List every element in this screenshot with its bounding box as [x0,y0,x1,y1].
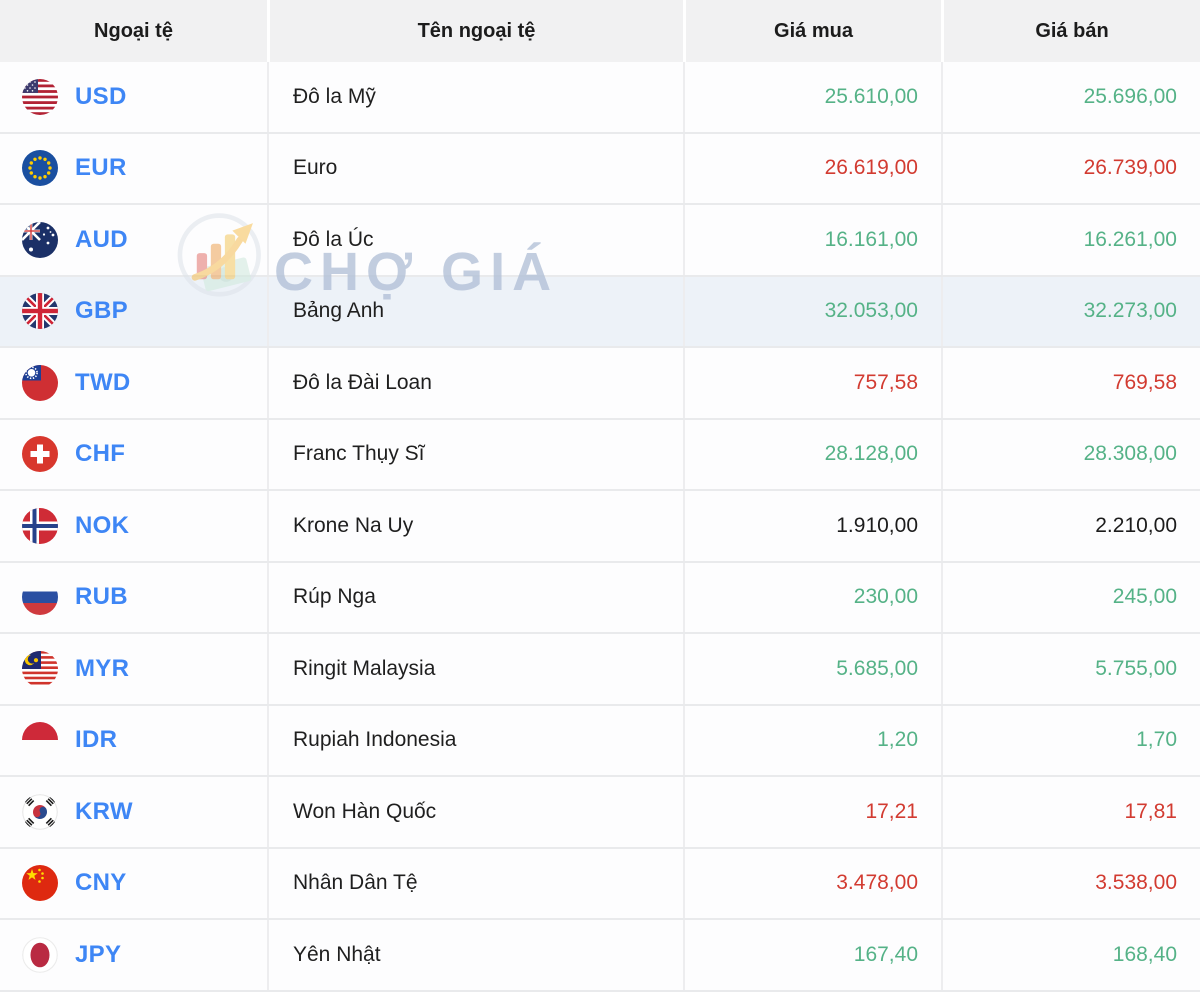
buy-price: 1.910,00 [683,491,941,561]
sell-price: 17,81 [941,777,1200,847]
flag-tw-icon [22,364,58,401]
table-row[interactable]: TWD Đô la Đài Loan 757,58 769,58 [0,348,1200,420]
currency-cell: AUD [0,205,267,275]
table-body: USD Đô la Mỹ 25.610,00 25.696,00 EUR Eur… [0,62,1200,992]
currency-code[interactable]: NOK [75,511,130,539]
buy-price: 32.053,00 [683,276,941,346]
sell-price: 245,00 [941,562,1200,632]
column-header-currency: Ngoại tệ [0,0,267,62]
buy-price: 167,40 [683,920,941,990]
flag-ch-icon [22,436,58,473]
flag-no-icon [22,507,58,544]
currency-cell: IDR [0,706,267,776]
currency-name: Nhân Dân Tệ [267,848,683,918]
table-header: Ngoại tệ Tên ngoại tệ Giá mua Giá bán [0,0,1200,62]
buy-price: 230,00 [683,562,941,632]
flag-ru-icon [22,579,58,616]
currency-cell: EUR [0,134,267,204]
sell-price: 32.273,00 [941,276,1200,346]
currency-name: Đô la Đài Loan [267,348,683,418]
flag-au-icon [22,221,58,258]
currency-code[interactable]: IDR [75,726,118,754]
sell-price: 1,70 [941,705,1200,775]
buy-price: 3.478,00 [683,848,941,918]
currency-code[interactable]: KRW [75,797,133,825]
table-row[interactable]: IDR Rupiah Indonesia 1,20 1,70 [0,705,1200,777]
currency-name: Đô la Mỹ [267,62,683,132]
currency-name: Rúp Nga [267,562,683,632]
column-header-buy: Giá mua [683,0,941,62]
currency-code[interactable]: EUR [75,154,127,182]
table-row[interactable]: MYR Ringit Malaysia 5.685,00 5.755,00 [0,634,1200,706]
currency-name: Krone Na Uy [267,491,683,561]
sell-price: 25.696,00 [941,62,1200,132]
buy-price: 25.610,00 [683,62,941,132]
sell-price: 2.210,00 [941,491,1200,561]
currency-name: Ringit Malaysia [267,634,683,704]
table-row[interactable]: GBP Bảng Anh 32.053,00 32.273,00 [0,276,1200,348]
currency-cell: CHF [0,420,267,490]
buy-price: 757,58 [683,348,941,418]
table-row[interactable]: JPY Yên Nhật 167,40 168,40 [0,920,1200,992]
flag-jp-icon [22,936,58,973]
sell-price: 28.308,00 [941,419,1200,489]
table-row[interactable]: AUD Đô la Úc 16.161,00 16.261,00 [0,205,1200,277]
buy-price: 16.161,00 [683,205,941,275]
currency-cell: MYR [0,634,267,704]
currency-code[interactable]: MYR [75,654,130,682]
table-row[interactable]: USD Đô la Mỹ 25.610,00 25.696,00 [0,62,1200,134]
currency-code[interactable]: CHF [75,440,126,468]
currency-cell: RUB [0,563,267,633]
currency-code[interactable]: JPY [75,940,122,968]
currency-code[interactable]: AUD [75,225,128,253]
buy-price: 1,20 [683,705,941,775]
currency-cell: TWD [0,348,267,418]
table-row[interactable]: CNY Nhân Dân Tệ 3.478,00 3.538,00 [0,848,1200,920]
sell-price: 168,40 [941,920,1200,990]
currency-cell: JPY [0,920,267,990]
currency-code[interactable]: RUB [75,583,128,611]
table-row[interactable]: KRW Won Hàn Quốc 17,21 17,81 [0,777,1200,849]
flag-kr-icon [22,793,58,830]
buy-price: 17,21 [683,777,941,847]
sell-price: 3.538,00 [941,848,1200,918]
currency-name: Won Hàn Quốc [267,777,683,847]
flag-gb-icon [22,293,58,330]
table-row[interactable]: EUR Euro 26.619,00 26.739,00 [0,133,1200,205]
sell-price: 16.261,00 [941,205,1200,275]
flag-my-icon [22,650,58,687]
column-header-sell: Giá bán [941,0,1200,62]
currency-cell: KRW [0,777,267,847]
table-row[interactable]: RUB Rúp Nga 230,00 245,00 [0,562,1200,634]
sell-price: 5.755,00 [941,634,1200,704]
currency-name: Yên Nhật [267,920,683,990]
currency-code[interactable]: USD [75,82,127,110]
flag-eu-icon [22,150,58,187]
currency-name: Euro [267,133,683,203]
sell-price: 769,58 [941,348,1200,418]
currency-name: Rupiah Indonesia [267,705,683,775]
currency-cell: NOK [0,491,267,561]
sell-price: 26.739,00 [941,133,1200,203]
currency-cell: GBP [0,277,267,347]
currency-name: Bảng Anh [267,276,683,346]
currency-code[interactable]: CNY [75,869,127,897]
flag-us-icon [22,78,58,115]
buy-price: 26.619,00 [683,133,941,203]
table-row[interactable]: NOK Krone Na Uy 1.910,00 2.210,00 [0,491,1200,563]
currency-name: Đô la Úc [267,205,683,275]
table-row[interactable]: CHF Franc Thụy Sĩ 28.128,00 28.308,00 [0,419,1200,491]
column-header-name: Tên ngoại tệ [267,0,683,62]
buy-price: 28.128,00 [683,419,941,489]
currency-code[interactable]: TWD [75,368,131,396]
currency-code[interactable]: GBP [75,297,128,325]
currency-cell: USD [0,62,267,132]
flag-id-icon [22,722,58,759]
currency-name: Franc Thụy Sĩ [267,419,683,489]
currency-cell: CNY [0,849,267,919]
buy-price: 5.685,00 [683,634,941,704]
flag-cn-icon [22,865,58,902]
